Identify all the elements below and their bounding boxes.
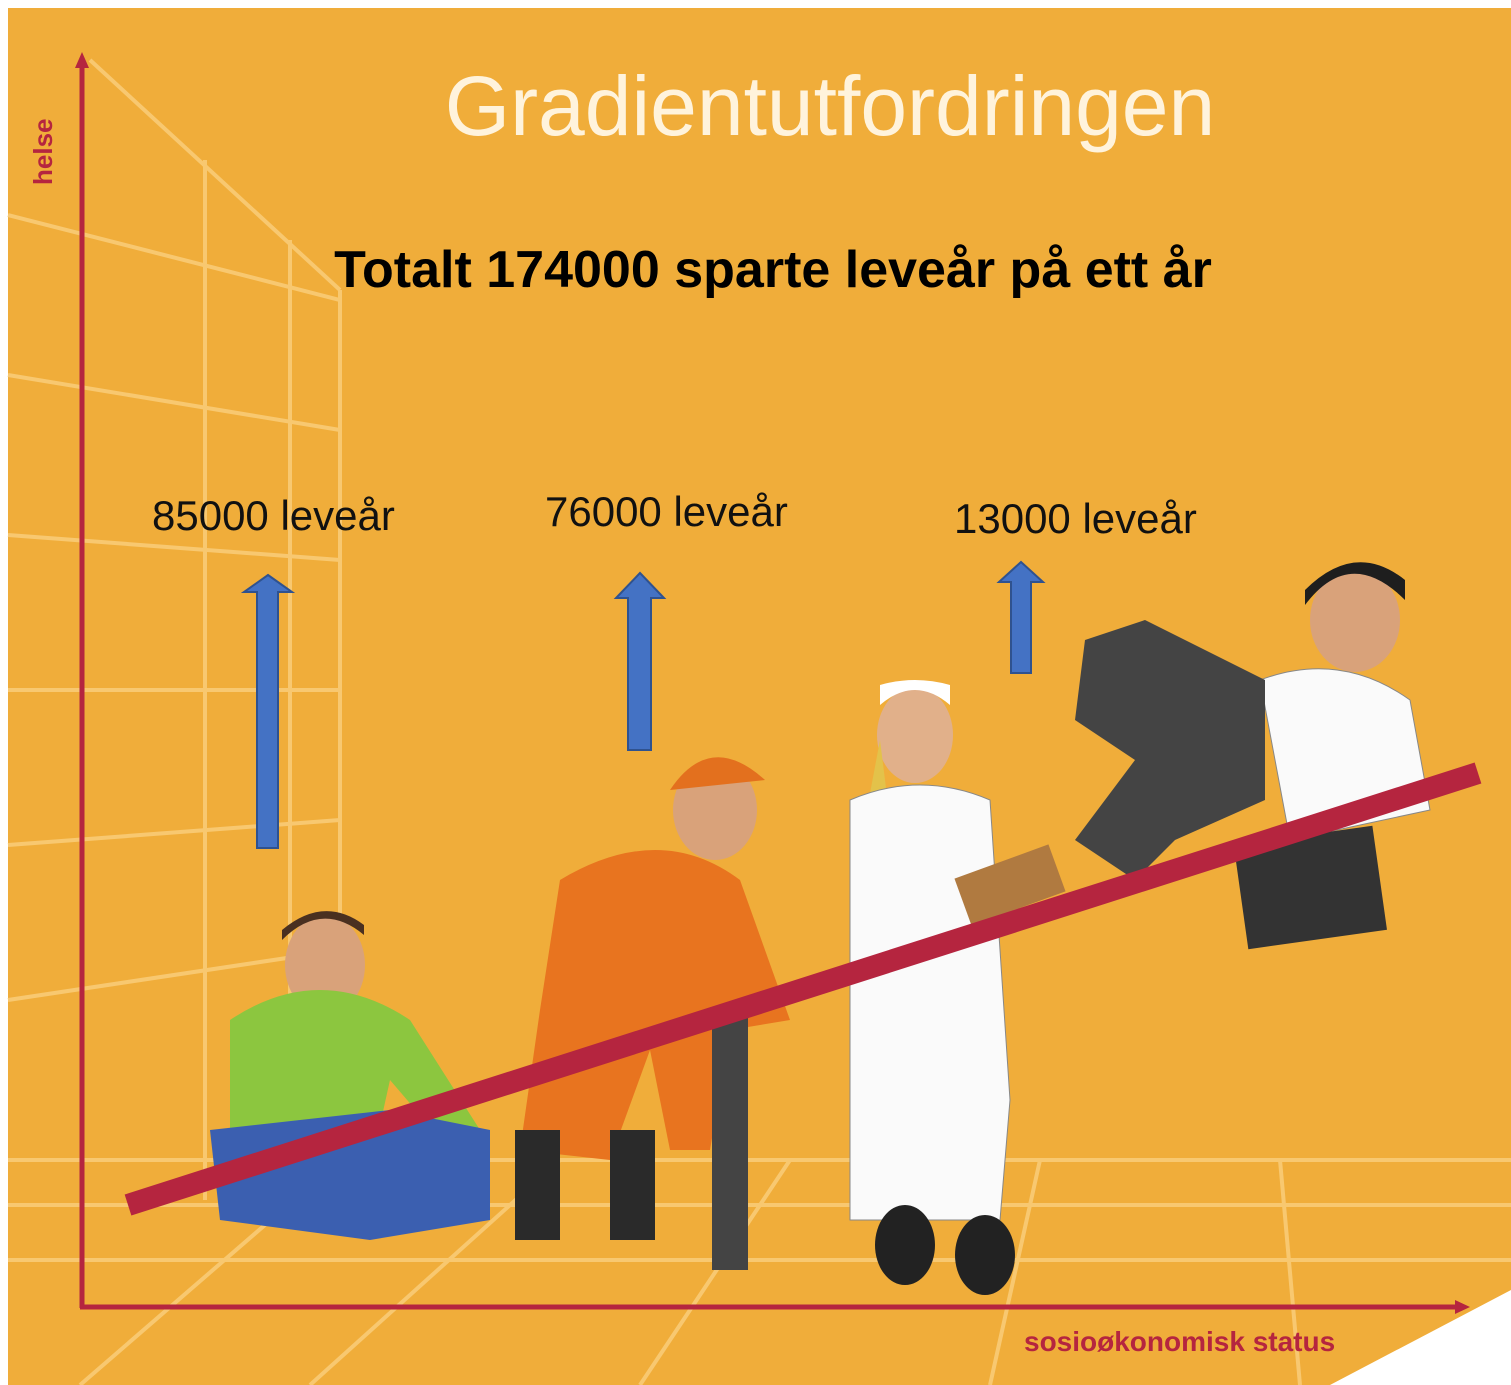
headline: Totalt 174000 sparte leveår på ett år	[334, 241, 1212, 299]
person-green	[210, 911, 490, 1240]
person-orange	[515, 757, 790, 1270]
group-label: 85000 leveår	[152, 492, 395, 539]
title: Gradientutfordringen	[444, 59, 1216, 153]
group-label: 76000 leveår	[545, 488, 788, 535]
group-label: 13000 leveår	[954, 495, 1197, 542]
x-axis-label: sosioøkonomisk status	[1024, 1326, 1336, 1357]
person-nurse	[849, 680, 1066, 1295]
y-axis-label: helse	[28, 118, 58, 186]
